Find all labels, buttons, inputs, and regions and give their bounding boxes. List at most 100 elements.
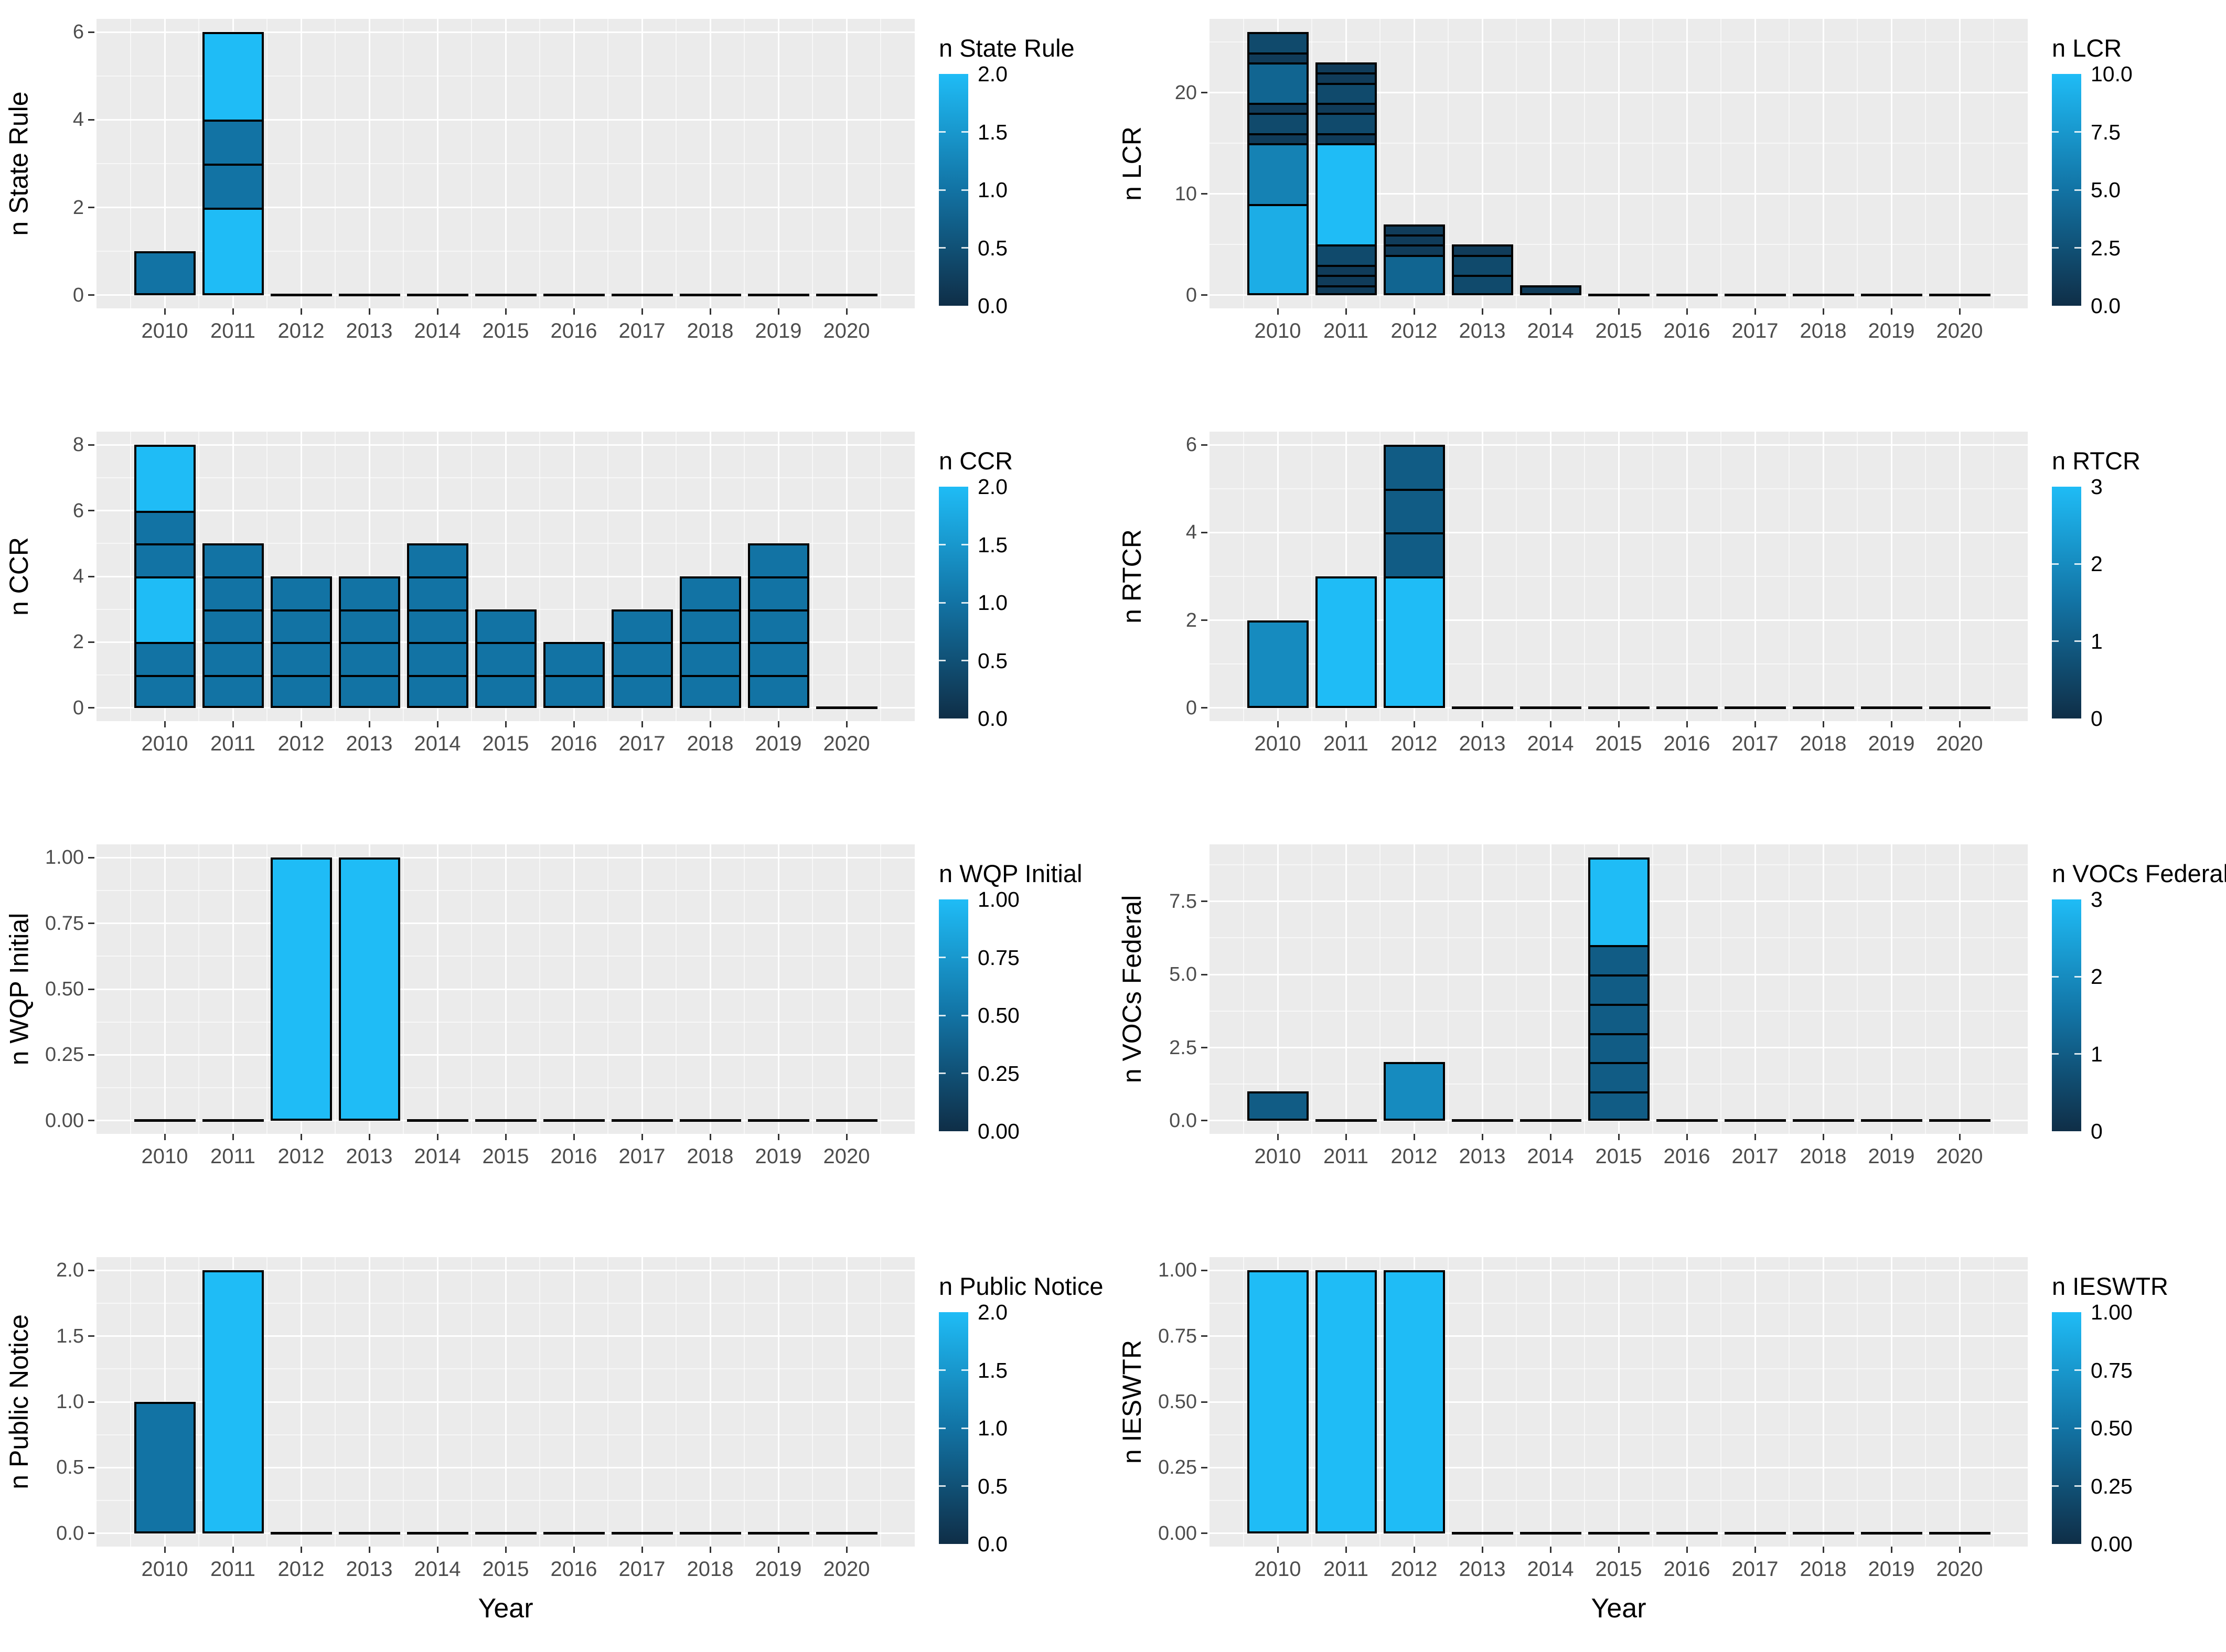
y-tick-label: 1.00 — [45, 846, 84, 869]
bar-segment — [475, 609, 537, 645]
bar-segment — [338, 675, 400, 708]
grid-minor-x — [1311, 19, 1312, 308]
legend-tick-label: 0.00 — [978, 1119, 1020, 1143]
x-tick-label: 2014 — [414, 319, 461, 342]
legend-tick-mark — [939, 1485, 946, 1487]
legend-tick-mark — [961, 602, 968, 604]
bar-segment — [134, 251, 196, 295]
bar-zero — [1929, 1119, 1990, 1122]
legend-tick-mark — [961, 957, 968, 958]
x-tick-mark — [1413, 1134, 1415, 1140]
x-tick-label: 2017 — [618, 732, 666, 755]
legend-tick-label: 1 — [2091, 1042, 2103, 1066]
chart-n-ccr: n CCR 0 2 4 6 8 2010 2011 2012 2013 2014 2015 2016 20… — [0, 413, 1113, 825]
bar-segment — [1383, 445, 1445, 491]
legend-title: n Public Notice — [939, 1272, 1104, 1300]
x-tick-label: 2020 — [823, 1145, 870, 1168]
legend-body: 2.0 1.5 1.0 0.5 0.0 — [939, 1300, 1096, 1556]
legend-tick-mark — [961, 189, 968, 191]
grid-minor-x — [1584, 432, 1585, 721]
legend-tick-label: 2.0 — [978, 475, 1008, 499]
bar-segment — [679, 576, 741, 612]
legend-tick-label: 1.00 — [978, 887, 1020, 911]
grid-minor-x — [1584, 19, 1585, 308]
chart-n-public-notice: n Public Notice 0.0 0.5 1.0 1.5 2.0 2010 2011 20… — [0, 1238, 1113, 1652]
legend-tick-mark — [961, 1485, 968, 1487]
bar-zero — [338, 1532, 400, 1535]
y-tick-mark — [88, 510, 94, 512]
bar-segment — [406, 609, 468, 645]
grid-major-x — [164, 844, 166, 1134]
x-tick-mark — [368, 1547, 370, 1553]
y-tick-label: 2 — [72, 196, 84, 219]
grid-major-x — [573, 1257, 575, 1547]
y-tick-mark — [1201, 294, 1207, 296]
bar-zero — [679, 294, 741, 297]
x-tick-label: 2020 — [1936, 1558, 1983, 1581]
legend-tick-label: 5.0 — [2091, 178, 2121, 202]
grid-minor-x — [1243, 844, 1244, 1134]
x-tick-mark — [436, 1134, 438, 1140]
grid-minor-x — [1584, 844, 1585, 1134]
grid-major-x — [777, 19, 779, 308]
grid-major-x — [505, 19, 507, 308]
y-tick-label: 0 — [1185, 284, 1197, 306]
x-tick-mark — [1413, 1547, 1415, 1553]
bar-zero — [1451, 1532, 1513, 1535]
grid-major-x — [1959, 19, 1961, 308]
x-tick-mark — [1345, 1547, 1347, 1553]
legend-tick-mark — [2052, 1053, 2059, 1055]
grid-minor-x — [1857, 19, 1858, 308]
grid-major-x — [1686, 1257, 1688, 1547]
chart-n-ieswtr: n IESWTR 0.00 0.25 0.50 0.75 1.00 2010 2011 2012… — [1113, 1238, 2226, 1652]
grid-major-x — [368, 1257, 370, 1547]
x-tick-mark — [300, 308, 302, 315]
legend-tick-mark — [2074, 1427, 2081, 1429]
bar-segment — [1383, 1270, 1445, 1533]
x-tick-mark — [846, 721, 848, 727]
bar-segment — [1588, 1091, 1650, 1121]
y-tick-label: 0.0 — [1169, 1109, 1197, 1132]
x-tick-mark — [1959, 1547, 1961, 1553]
x-tick-label: 2016 — [1663, 319, 1710, 342]
x-tick-label: 2016 — [550, 319, 597, 342]
x-tick-label: 2019 — [1868, 1145, 1915, 1168]
bar-segment — [679, 609, 741, 645]
x-tick-mark — [709, 1547, 711, 1553]
bar-zero — [1519, 1119, 1581, 1122]
grid-major-x — [1277, 844, 1279, 1134]
x-tick-mark — [232, 1547, 234, 1553]
x-tick-mark — [1413, 308, 1415, 315]
bar-zero — [1656, 294, 1718, 297]
bar-zero — [1860, 1532, 1922, 1535]
x-tick-mark — [1277, 308, 1279, 315]
bar-zero — [543, 294, 605, 297]
grid-minor-x — [471, 19, 472, 308]
bar-segment — [202, 543, 264, 578]
bar-zero — [1724, 706, 1786, 710]
legend-tick-mark — [939, 189, 946, 191]
bar-zero — [1860, 706, 1922, 710]
x-tick-label: 2014 — [414, 1145, 461, 1168]
y-tick-mark — [88, 294, 94, 296]
legend-tick-mark — [939, 544, 946, 545]
grid-minor-x — [1857, 844, 1858, 1134]
chart-n-state-rule: n State Rule 0 2 4 6 2010 2011 2012 2013 2014 2015… — [0, 0, 1113, 413]
x-tick-mark — [1686, 721, 1688, 727]
x-tick-mark — [777, 308, 779, 315]
y-tick-mark — [1201, 619, 1207, 621]
legend-title: n CCR — [939, 447, 1013, 475]
bar-zero — [816, 1119, 877, 1122]
grid-minor-x — [1857, 432, 1858, 721]
bar-segment — [611, 642, 673, 678]
legend-tick-mark — [2074, 640, 2081, 642]
legend-tick-label: 0 — [2091, 1119, 2103, 1143]
bar-segment — [1451, 254, 1513, 277]
x-tick-mark — [1822, 1547, 1824, 1553]
y-tick-mark — [88, 444, 94, 446]
bar-segment — [1383, 1062, 1445, 1121]
legend-tick-label: 2.0 — [978, 1300, 1008, 1324]
x-tick-label: 2018 — [687, 319, 734, 342]
legend-tick-mark — [939, 957, 946, 958]
grid-minor-x — [1925, 19, 1926, 308]
